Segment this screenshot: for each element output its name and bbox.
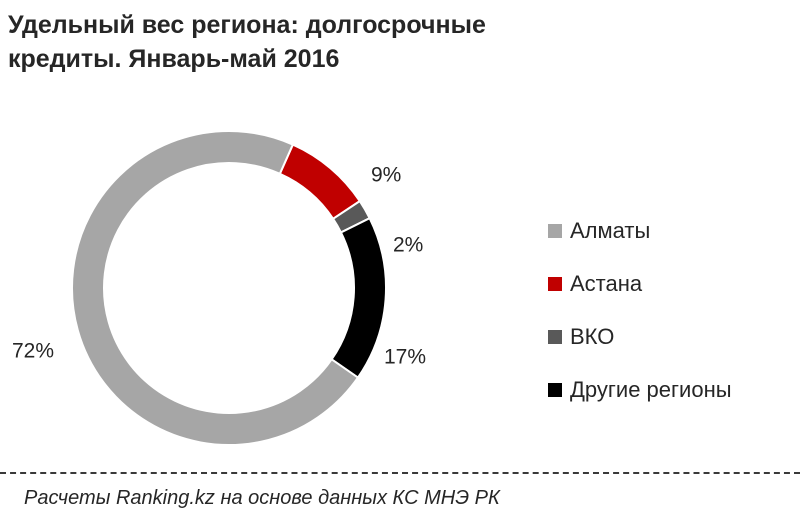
chart-title: Удельный вес региона: долгосрочные креди… <box>8 8 568 76</box>
legend-item-other-regions: Другие регионы <box>548 377 732 403</box>
legend-item-almaty: Алматы <box>548 218 732 244</box>
donut-slice-almaty <box>71 130 360 446</box>
chart-title-line-2: кредиты. Январь-май 2016 <box>8 45 340 73</box>
legend-swatch-almaty <box>548 224 562 238</box>
legend-swatch-other-regions <box>548 383 562 397</box>
data-label-almaty: 72% <box>12 340 54 363</box>
legend-item-astana: Астана <box>548 271 732 297</box>
donut-slice-other-regions <box>330 216 387 379</box>
legend-swatch-vko <box>548 330 562 344</box>
donut-chart: 9% 2% 17% 72% <box>12 130 426 446</box>
donut-slice-astana <box>278 143 362 221</box>
chart-legend: Алматы Астана ВКО Другие регионы <box>548 218 732 430</box>
data-label-other-regions: 17% <box>384 346 426 369</box>
legend-swatch-astana <box>548 277 562 291</box>
legend-label-vko: ВКО <box>570 324 615 349</box>
legend-label-astana: Астана <box>570 271 643 296</box>
chart-title-line-1: Удельный вес региона: долгосрочные <box>8 11 486 39</box>
data-label-astana: 9% <box>371 164 401 187</box>
legend-label-almaty: Алматы <box>570 218 651 243</box>
source-note: Расчеты Ranking.kz на основе данных КС М… <box>24 487 500 509</box>
dashed-divider <box>0 472 800 474</box>
legend-label-other-regions: Другие регионы <box>570 377 732 402</box>
legend-item-vko: ВКО <box>548 324 732 350</box>
data-label-vko: 2% <box>393 234 423 257</box>
